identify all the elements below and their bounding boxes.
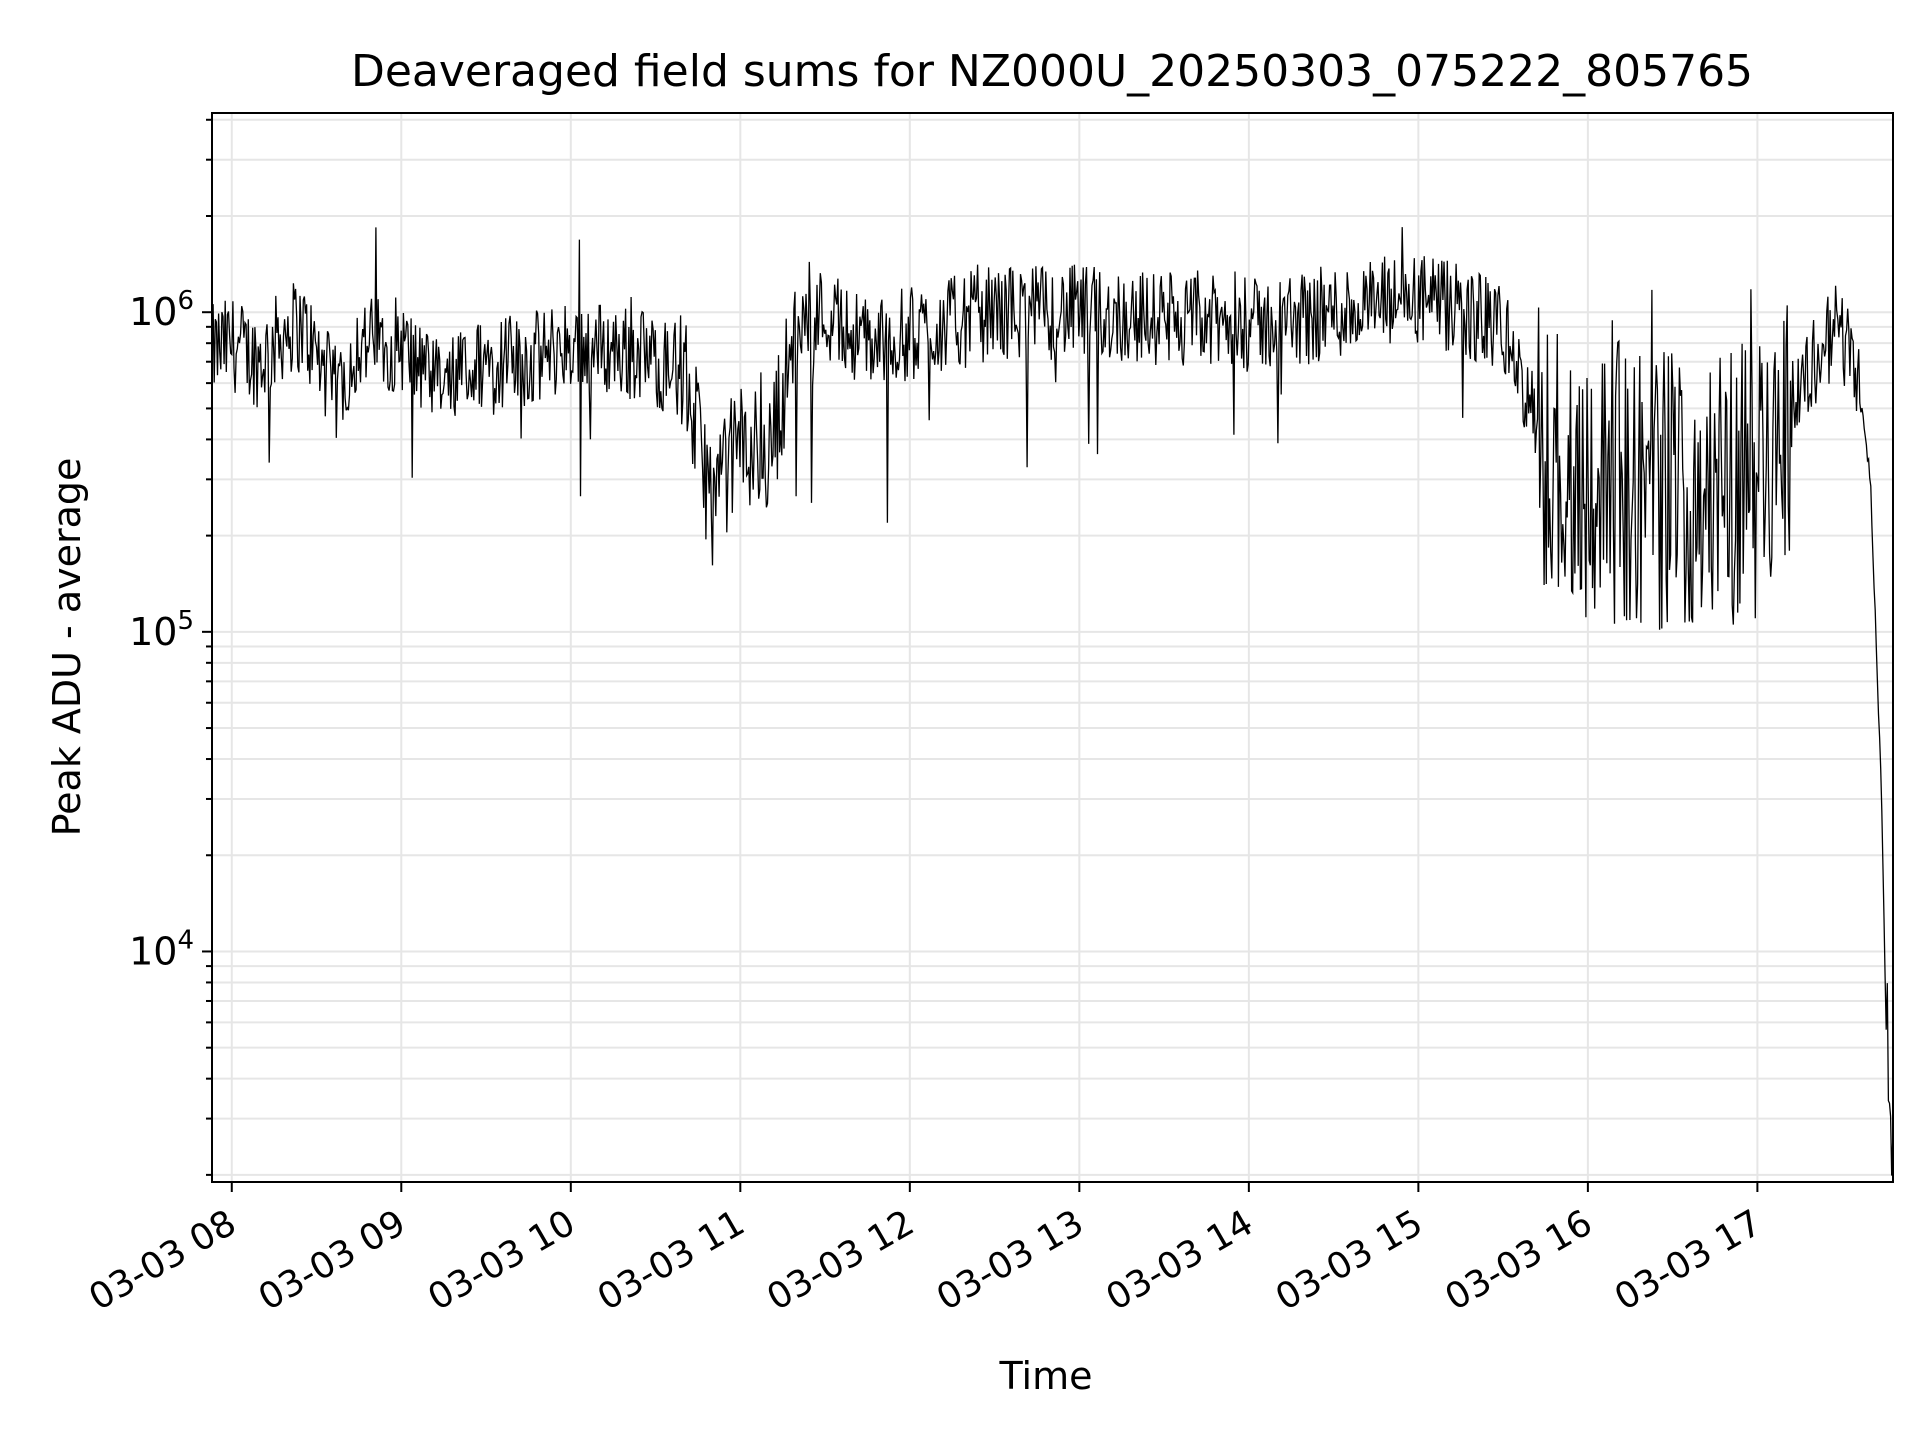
y-tick-label: 104 [129,925,194,973]
plot-frame [211,112,1894,1183]
y-tick-label: 105 [129,606,194,654]
series-line [211,227,1894,1176]
chart-title: Deaveraged field sums for NZ000U_2025030… [351,46,1753,97]
x-axis-label: Time [999,1354,1093,1398]
y-axis-label: Peak ADU - average [45,458,89,837]
y-tick-label: 106 [129,286,194,334]
data-layer [211,227,1894,1176]
